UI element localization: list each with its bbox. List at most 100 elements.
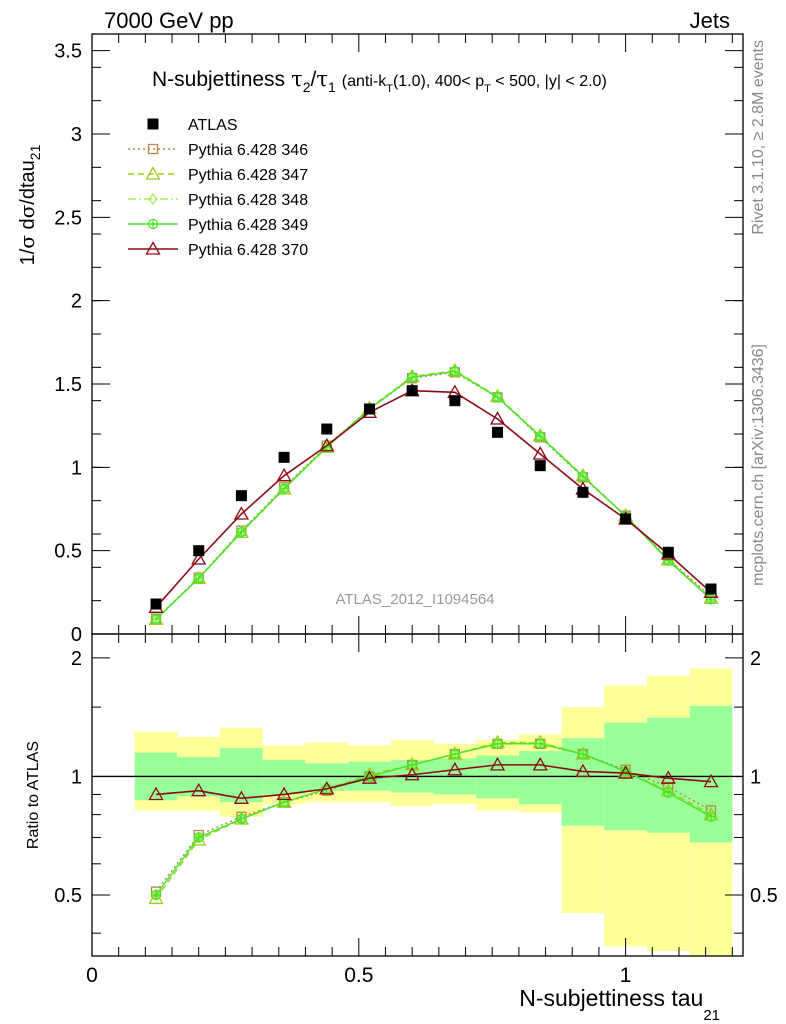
- point-p370: [191, 551, 207, 565]
- ratio-band-stat: [646, 717, 690, 833]
- legend-label-data: ATLAS: [188, 117, 238, 134]
- point-data: [534, 460, 546, 472]
- main-y-tick-label: 1.5: [54, 374, 82, 396]
- main-panel-series: [148, 362, 719, 626]
- analysis-watermark: ATLAS_2012_I1094564: [335, 591, 494, 608]
- ratio-point-p370: [447, 761, 463, 776]
- ratio-point-p370: [361, 770, 378, 784]
- point-p349-cross: [578, 471, 588, 481]
- legend-label-p348: Pythia 6.428 348: [188, 192, 308, 209]
- ratio-point-p349-cross: [450, 749, 460, 759]
- ratio-point-p370: [617, 765, 634, 779]
- main-y-tick-label: 2: [71, 291, 82, 313]
- ratio-point-p349-cross: [535, 739, 545, 749]
- legend-marker-p349-cross: [148, 219, 158, 229]
- ratio-band-stat: [262, 760, 306, 795]
- point-data: [321, 423, 333, 435]
- ratio-point-p349-cross: [706, 812, 716, 822]
- ratio-band-stat: [518, 751, 562, 805]
- ratio-point-p370: [319, 781, 335, 795]
- main-y-tick-label: 0.5: [54, 541, 82, 563]
- legend-marker-p347: [145, 166, 161, 180]
- legend-marker-data: [147, 118, 159, 130]
- ratio-point-p370: [575, 763, 591, 778]
- legend-marker-p346: [147, 143, 159, 155]
- ratio-y-tick-label-right: 2: [750, 648, 761, 670]
- ratio-y-tick-label-right: 1: [750, 766, 761, 788]
- point-data: [449, 395, 461, 407]
- ratio-point-p349-cross: [493, 739, 503, 749]
- ratio-y-tick-label-left: 0.5: [54, 885, 82, 907]
- ratio-frame: [91, 633, 744, 957]
- ratio-panel-series: [148, 734, 719, 905]
- point-data: [150, 598, 162, 610]
- point-p349-cross: [493, 392, 503, 402]
- point-p370: [319, 437, 335, 452]
- ratio-point-p349-cross: [578, 749, 588, 759]
- point-data: [492, 426, 504, 438]
- point-p370: [276, 467, 292, 482]
- main-y-tick-label: 2.5: [54, 207, 82, 229]
- ratio-point-p349-cross: [194, 832, 204, 842]
- x-axis-label: N-subjettiness tau21: [519, 985, 720, 1024]
- ratio-y-tick-label-left: 1: [71, 766, 82, 788]
- plot-title: N-subjettiness τ2/τ1 (anti-kT(1.0), 400< p…: [152, 67, 607, 95]
- rivet-version-text: Rivet 3.1.10, ≥ 2.8M events: [750, 40, 767, 235]
- ratio-point-p370: [148, 786, 164, 801]
- point-p349-cross: [535, 431, 545, 441]
- ratio-y-tick-label-right: 0.5: [750, 885, 778, 907]
- x-tick-label: 0.5: [344, 964, 373, 987]
- series-line-p349: [155, 370, 712, 620]
- plot-title-prefix: N-subjettiness: [152, 68, 285, 91]
- x-tick-label: 1: [620, 964, 632, 987]
- ratio-point-p370: [660, 770, 676, 784]
- point-p370: [532, 446, 548, 460]
- ratio-point-p370: [532, 757, 548, 771]
- ratio-point-p370: [703, 773, 719, 788]
- point-p370: [489, 411, 506, 425]
- ratio-band-stat: [220, 748, 263, 803]
- main-y-tick-label: 1: [71, 457, 82, 479]
- axes: 0 0.5 1 0 0.5 1 1.5 2 2.5 3 3.5 0.5 0.5 1 1 2 2: [54, 33, 778, 987]
- point-p349-cross: [279, 484, 289, 494]
- point-p349-cross: [194, 573, 204, 583]
- point-data: [363, 403, 375, 415]
- x-tick-label: 0: [86, 964, 98, 987]
- legend: ATLAS Pythia 6.428 346 Pythia 6.428 347 Pyt…: [128, 117, 308, 259]
- main-y-axis-label: 1/σ dσ/dtau21: [15, 144, 43, 265]
- point-p349-cross: [706, 594, 716, 604]
- legend-label-p370: Pythia 6.428 370: [188, 242, 308, 259]
- point-data: [662, 546, 674, 558]
- mcplots-text: mcplots.cern.ch [arXiv:1306.3436]: [750, 344, 767, 586]
- ratio-point-p370: [233, 790, 250, 804]
- point-p348: [450, 365, 460, 378]
- header-right: Jets: [690, 8, 730, 33]
- point-data: [278, 451, 290, 463]
- main-y-tick-label: 0: [71, 624, 82, 646]
- legend-label-p346: Pythia 6.428 346: [188, 142, 308, 159]
- legend-marker-p348: [148, 192, 158, 206]
- legend-label-p349: Pythia 6.428 349: [188, 217, 308, 234]
- legend-marker-p370: [145, 241, 161, 255]
- ratio-line-p370: [155, 764, 712, 800]
- point-data: [577, 486, 589, 498]
- point-p370: [233, 506, 250, 520]
- point-data: [193, 545, 205, 557]
- ratio-point-p370: [191, 782, 207, 797]
- ratio-point-p370: [276, 786, 292, 801]
- point-p349-cross: [151, 614, 161, 624]
- point-p349-cross: [407, 372, 417, 382]
- main-y-tick-label: 3.5: [54, 41, 82, 63]
- ratio-point-p349-cross: [663, 788, 673, 798]
- ratio-uncertainty-bands: [92, 668, 743, 956]
- point-data: [235, 490, 247, 502]
- point-p349-cross: [236, 527, 246, 537]
- ratio-point-p349-cross: [151, 890, 161, 900]
- ratio-line-p349: [155, 743, 712, 896]
- point-data: [620, 513, 632, 525]
- point-data: [705, 583, 717, 595]
- ratio-point-p370: [489, 757, 506, 771]
- ratio-y-axis-label: Ratio to ATLAS: [25, 741, 42, 849]
- main-y-tick-label: 3: [71, 124, 82, 146]
